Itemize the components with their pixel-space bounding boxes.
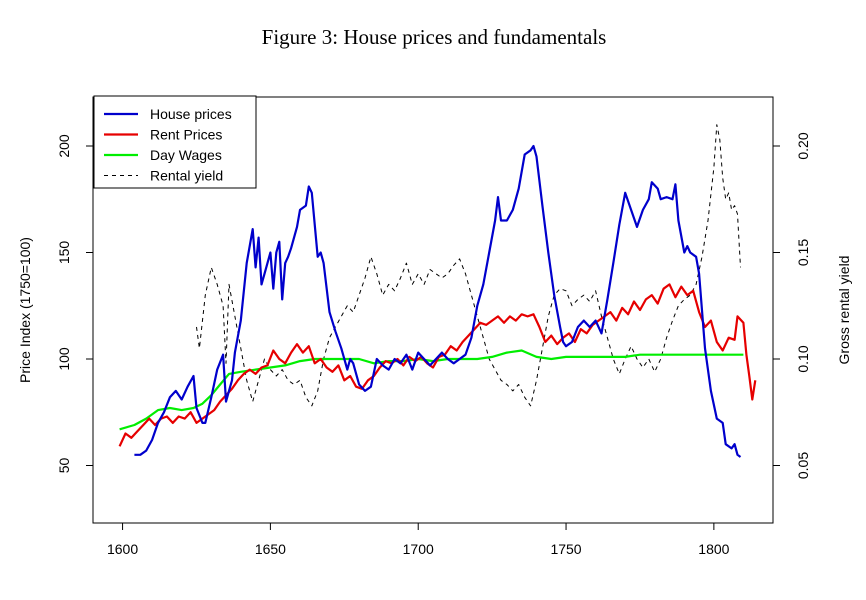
x-tick-label: 1700 bbox=[403, 541, 434, 557]
x-tick-label: 1600 bbox=[107, 541, 138, 557]
y-tick-left-label: 100 bbox=[56, 347, 72, 371]
series-line-rental-yield bbox=[196, 124, 741, 407]
legend-label: Rent Prices bbox=[150, 127, 222, 143]
y-tick-right-label: 0.20 bbox=[795, 132, 811, 159]
chart-title: Figure 3: House prices and fundamentals bbox=[262, 25, 607, 49]
x-tick-label: 1750 bbox=[550, 541, 581, 557]
plot-area bbox=[118, 124, 757, 458]
legend: House prices Rent Prices Day Wages Rental y… bbox=[93, 95, 257, 189]
x-tick-label: 1650 bbox=[255, 541, 286, 557]
x-tick-label: 1800 bbox=[698, 541, 729, 557]
plot-frame bbox=[92, 96, 774, 524]
y-tick-right-label: 0.15 bbox=[795, 239, 811, 266]
y-axis-right-label: Gross rental yield bbox=[836, 256, 852, 365]
y-tick-left-label: 200 bbox=[56, 134, 72, 158]
y-tick-left-label: 50 bbox=[56, 457, 72, 473]
x-axis: 1600 1650 1700 1750 1800 bbox=[107, 523, 730, 557]
y-tick-right-label: 0.05 bbox=[795, 452, 811, 479]
series-line-house-prices bbox=[134, 144, 742, 458]
series-line-rent-prices bbox=[118, 283, 757, 447]
y-tick-right-label: 0.10 bbox=[795, 345, 811, 372]
legend-label: Day Wages bbox=[150, 147, 222, 163]
y-axis-left: 50 100 150 200 bbox=[56, 134, 93, 473]
y-axis-left-label: Price Index (1750=100) bbox=[17, 237, 33, 383]
legend-label: Rental yield bbox=[150, 168, 223, 184]
y-axis-right: 0.05 0.10 0.15 0.20 bbox=[773, 132, 811, 479]
y-tick-left-label: 150 bbox=[56, 241, 72, 265]
series-line-day-wages bbox=[119, 349, 744, 431]
legend-label: House prices bbox=[150, 106, 232, 122]
legend-box bbox=[93, 95, 257, 189]
